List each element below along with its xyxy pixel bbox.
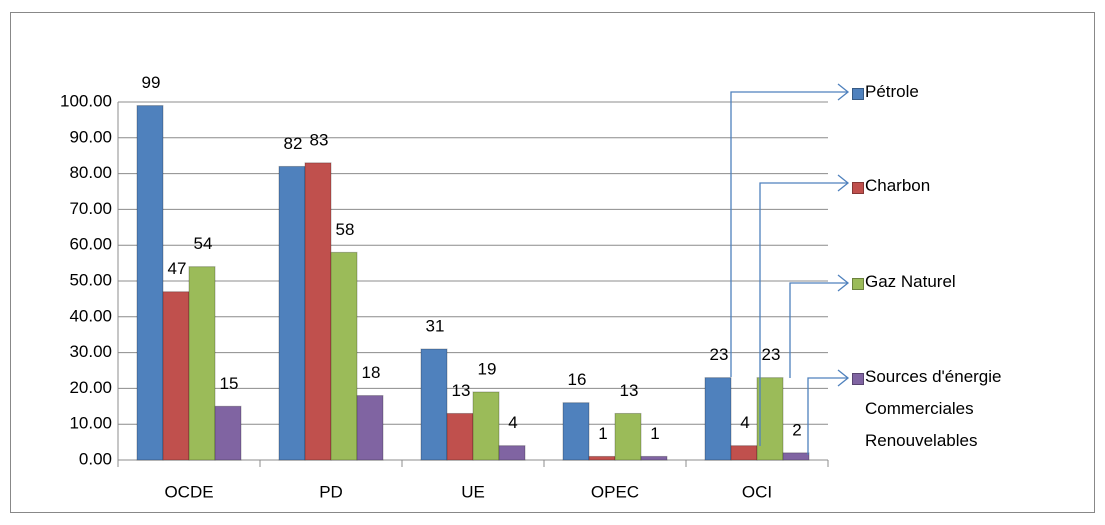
bar <box>562 402 590 461</box>
data-label: 16 <box>568 370 587 389</box>
data-label: 13 <box>620 381 639 400</box>
connectors <box>730 83 850 455</box>
data-label: 82 <box>284 134 303 153</box>
y-tick-label: 40.00 <box>69 306 112 325</box>
bar <box>356 395 384 461</box>
bar <box>136 105 164 461</box>
bar <box>304 162 332 461</box>
data-label: 13 <box>452 381 471 400</box>
data-label: 31 <box>426 317 445 336</box>
bar <box>614 412 642 461</box>
y-tick-label: 20.00 <box>69 378 112 397</box>
data-label: 23 <box>762 345 781 364</box>
bar <box>278 165 306 461</box>
bar <box>420 348 448 461</box>
y-tick-label: 0.00 <box>79 449 112 468</box>
y-tick-label: 70.00 <box>69 199 112 218</box>
y-tick-label: 100.00 <box>60 91 112 110</box>
data-label: 47 <box>168 259 187 278</box>
y-tick-label: 10.00 <box>69 414 112 433</box>
x-tick-label: OCDE <box>164 482 213 501</box>
y-tick-label: 50.00 <box>69 270 112 289</box>
bar <box>472 391 500 461</box>
bar <box>640 455 668 461</box>
bar <box>704 377 732 461</box>
bar <box>730 445 758 461</box>
legend-label: Charbon <box>865 176 931 195</box>
data-label: 4 <box>740 413 749 432</box>
bar <box>588 455 616 461</box>
data-label: 19 <box>478 359 497 378</box>
legend-swatch <box>852 182 864 194</box>
bar <box>498 445 526 461</box>
legend-swatch <box>852 278 864 290</box>
legend-label: Gaz Naturel <box>865 272 956 291</box>
bar <box>330 251 358 461</box>
legend-label: Pétrole <box>865 82 919 101</box>
bar <box>446 412 474 461</box>
y-tick-label: 80.00 <box>69 163 112 182</box>
bar <box>162 291 190 461</box>
bar <box>188 266 216 461</box>
legend-swatch <box>852 373 864 385</box>
x-tick-label: OCI <box>742 482 772 501</box>
data-label: 18 <box>362 363 381 382</box>
data-label: 58 <box>336 220 355 239</box>
data-label: 1 <box>598 424 607 443</box>
data-label: 15 <box>220 374 239 393</box>
bar <box>214 405 242 461</box>
bar <box>782 452 810 461</box>
data-label: 1 <box>650 424 659 443</box>
data-label: 83 <box>310 130 329 149</box>
x-tick-label: OPEC <box>591 482 639 501</box>
legend-swatch <box>852 88 864 100</box>
bar <box>756 377 784 461</box>
y-tick-label: 60.00 <box>69 235 112 254</box>
legend-label: Sources d'énergie Commerciales Renouvela… <box>865 367 1002 450</box>
x-tick-label: UE <box>461 482 485 501</box>
data-label: 4 <box>508 413 517 432</box>
y-tick-label: 90.00 <box>69 127 112 146</box>
data-label: 54 <box>194 234 213 253</box>
data-label: 2 <box>792 420 801 439</box>
x-tick-label: PD <box>319 482 343 501</box>
data-label: 99 <box>142 73 161 92</box>
data-label: 23 <box>710 345 729 364</box>
y-tick-label: 30.00 <box>69 342 112 361</box>
